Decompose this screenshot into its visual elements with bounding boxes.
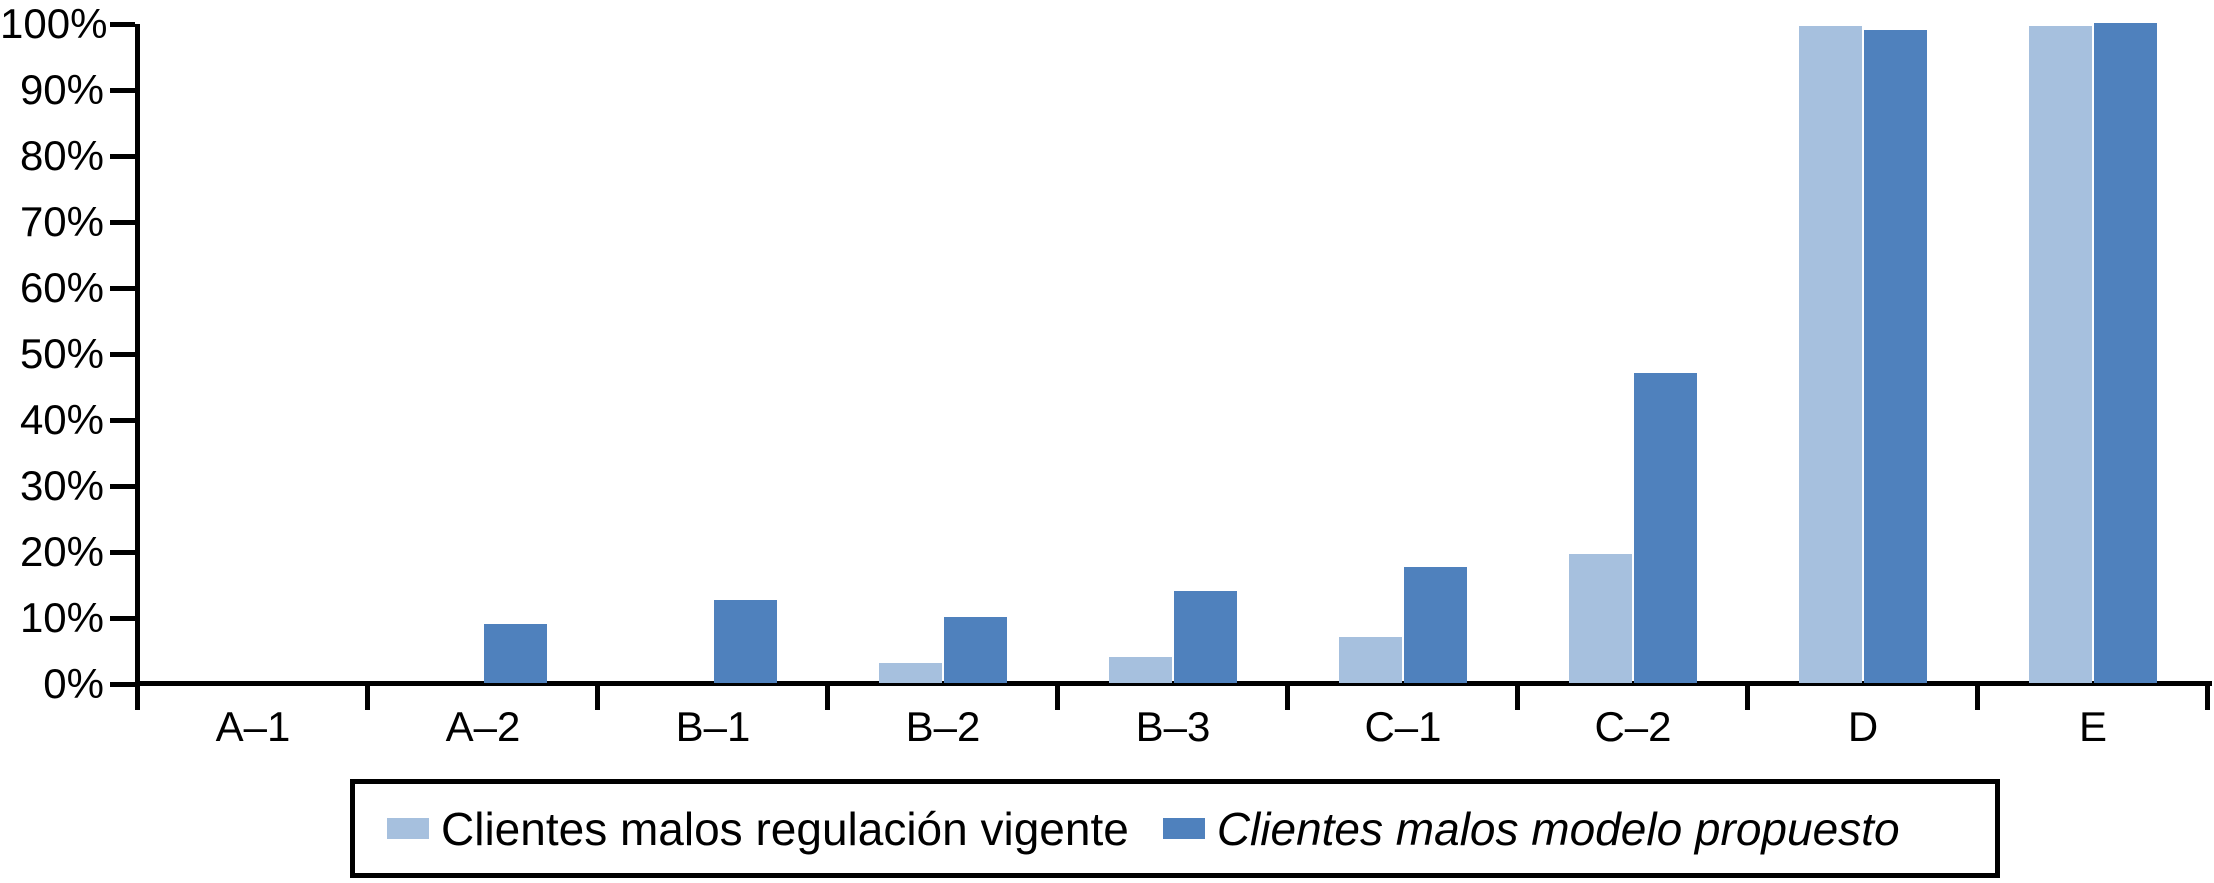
x-category-label: C–1 xyxy=(1364,703,1442,750)
bar-modelo-propuesto xyxy=(1404,567,1467,683)
legend-label: Clientes malos regulación vigente xyxy=(441,802,1129,855)
y-tick-label: 80% xyxy=(19,132,104,179)
x-axis-tick xyxy=(1745,684,1750,710)
bar-regulacion-vigente xyxy=(1109,657,1172,683)
x-axis-tick xyxy=(1055,684,1060,710)
bar-modelo-propuesto xyxy=(1174,591,1237,683)
y-tick-label: 60% xyxy=(19,264,104,311)
bar-regulacion-vigente xyxy=(1339,637,1402,683)
y-axis-tick xyxy=(110,220,135,225)
x-axis-tick xyxy=(825,684,830,710)
bar-modelo-propuesto xyxy=(2094,23,2157,683)
bar-regulacion-vigente xyxy=(1569,554,1632,683)
y-tick-label: 40% xyxy=(19,396,104,443)
bar-modelo-propuesto xyxy=(484,624,547,683)
x-category-label: A–1 xyxy=(215,703,291,750)
x-axis-tick xyxy=(1975,684,1980,710)
bar-modelo-propuesto xyxy=(714,600,777,683)
legend-swatch-icon xyxy=(387,818,429,839)
legend-entry: Clientes malos modelo propuesto xyxy=(1162,802,1900,855)
x-category-label: D xyxy=(1847,703,1879,750)
bar-regulacion-vigente xyxy=(879,663,942,683)
y-axis-line xyxy=(135,24,140,710)
x-axis-tick xyxy=(595,684,600,710)
x-category-label: B–2 xyxy=(905,703,981,750)
x-axis-tick xyxy=(1515,684,1520,710)
y-axis-tick xyxy=(110,22,135,27)
x-category-label: B–1 xyxy=(675,703,751,750)
y-tick-label: 70% xyxy=(19,198,104,245)
y-tick-label: 100% xyxy=(0,0,108,47)
x-category-label: E xyxy=(2078,703,2107,750)
legend-swatch-icon xyxy=(1162,818,1205,839)
x-axis-tick xyxy=(1285,684,1290,710)
y-axis-tick xyxy=(110,88,135,93)
y-axis-tick xyxy=(110,418,135,423)
x-axis-line xyxy=(135,681,2212,686)
x-axis-tick xyxy=(135,684,140,710)
y-axis-tick xyxy=(110,352,135,357)
y-axis-tick xyxy=(110,616,135,621)
bar-modelo-propuesto xyxy=(1864,30,1927,683)
y-tick-label: 10% xyxy=(19,594,104,641)
x-category-label: B–3 xyxy=(1135,703,1211,750)
y-tick-label: 50% xyxy=(19,330,104,377)
legend: Clientes malos regulación vigente Cliente… xyxy=(350,779,2000,878)
x-category-label: A–2 xyxy=(445,703,521,750)
bar-regulacion-vigente xyxy=(1799,26,1862,683)
y-axis-tick xyxy=(110,682,135,687)
legend-label: Clientes malos modelo propuesto xyxy=(1216,802,1900,855)
y-tick-label: 30% xyxy=(19,462,104,509)
bar-modelo-propuesto xyxy=(1634,373,1697,683)
y-axis-tick xyxy=(110,154,135,159)
x-category-label: C–2 xyxy=(1594,703,1672,750)
bar-regulacion-vigente xyxy=(2029,26,2092,683)
y-axis-tick xyxy=(110,286,135,291)
y-axis-tick xyxy=(110,550,135,555)
y-tick-label: 20% xyxy=(19,528,104,575)
bar-modelo-propuesto xyxy=(944,617,1007,683)
y-axis-tick xyxy=(110,484,135,489)
y-tick-label: 90% xyxy=(19,66,104,113)
y-tick-label: 0% xyxy=(43,660,104,707)
legend-entry: Clientes malos regulación vigente xyxy=(387,804,1129,854)
x-axis-tick xyxy=(2205,684,2210,710)
x-axis-tick xyxy=(365,684,370,710)
